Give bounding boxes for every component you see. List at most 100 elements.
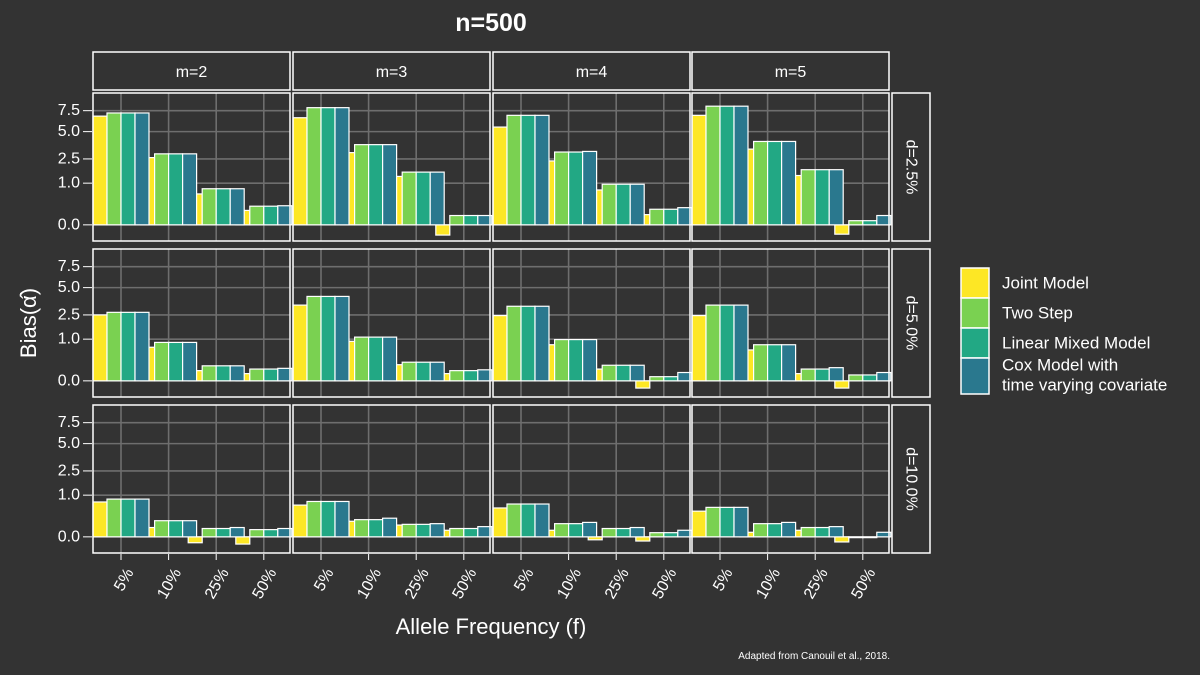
bar: [752, 140, 769, 226]
panel-border: [492, 92, 691, 242]
panel-border: [92, 404, 291, 554]
y-tick-label: 2.5: [58, 462, 80, 479]
bar: [719, 506, 735, 538]
bar: [828, 367, 844, 382]
bar: [382, 517, 398, 538]
bar: [629, 364, 645, 382]
column-strip-box: [691, 51, 890, 91]
chart-caption: Adapted from Canouil et al., 2018.: [738, 651, 890, 662]
bar: [134, 112, 150, 226]
row-strip-box: [891, 248, 931, 398]
bar: [800, 169, 816, 226]
chart-title: n=500: [455, 9, 527, 37]
bar: [705, 506, 721, 538]
bar: [828, 526, 844, 538]
bar: [752, 523, 769, 538]
bar: [492, 507, 508, 538]
bar: [649, 532, 665, 538]
bar: [435, 224, 451, 236]
bar: [800, 526, 816, 538]
bar: [492, 126, 508, 226]
bar: [277, 527, 293, 538]
bar: [182, 520, 198, 538]
bar: [601, 364, 617, 382]
bar: [306, 500, 322, 538]
bar: [463, 527, 479, 538]
bar: [534, 305, 550, 382]
bar: [215, 365, 231, 382]
panel-border: [691, 92, 890, 242]
bar: [780, 344, 797, 382]
bar: [733, 105, 749, 226]
bar: [229, 526, 245, 538]
bar: [862, 220, 878, 226]
bar: [92, 314, 108, 382]
legend-item: Joint Model: [960, 267, 1089, 299]
bar: [691, 510, 707, 538]
legend-label: Joint Model: [1002, 274, 1089, 293]
y-tick-label: 5.0: [58, 279, 80, 296]
bar: [249, 529, 265, 538]
bar: [368, 336, 384, 382]
bar: [182, 153, 198, 226]
bar: [429, 523, 445, 538]
bar: [106, 112, 122, 226]
bar: [354, 144, 370, 226]
legend-swatch: [960, 297, 990, 329]
bar: [663, 208, 679, 226]
y-tick-label: 5.0: [58, 123, 80, 140]
bar: [848, 220, 864, 226]
bar: [120, 311, 136, 382]
panel-border: [92, 248, 291, 398]
bar: [449, 214, 465, 226]
legend-item: Two Step: [960, 297, 1073, 329]
bar: [520, 114, 536, 226]
legend-label: time varying covariate: [1002, 376, 1167, 395]
bar: [368, 519, 384, 538]
panel-border: [292, 92, 491, 242]
bar: [354, 336, 370, 382]
facet-panel: [691, 248, 892, 398]
bar: [306, 107, 322, 226]
bar: [629, 526, 645, 538]
bar: [263, 368, 279, 382]
legend: Joint Model Two Step Linear Mixed Model Cox…: [960, 267, 1167, 395]
bar: [506, 114, 522, 226]
bar: [733, 506, 749, 538]
column-strip-box: [92, 51, 291, 91]
bar: [401, 361, 417, 382]
bar: [752, 344, 769, 382]
panel-border: [92, 92, 291, 242]
column-strip: m=3: [292, 51, 491, 91]
bar: [649, 208, 665, 226]
y-tick-label: 7.5: [58, 258, 80, 275]
bar: [520, 503, 536, 538]
bar: [553, 338, 570, 382]
legend-swatch: [960, 267, 990, 299]
panel-border: [691, 248, 890, 398]
facet-panel: [92, 404, 293, 554]
bar: [581, 338, 598, 382]
panel-border: [292, 404, 491, 554]
bar: [334, 295, 350, 382]
row-strip: d=2.5%: [891, 92, 931, 242]
y-tick-label: 7.5: [58, 414, 80, 431]
bar: [553, 151, 570, 226]
bar: [477, 214, 493, 226]
facet-panel: [691, 404, 892, 554]
bar: [201, 188, 217, 226]
bar: [814, 526, 830, 538]
column-strip-label: m=5: [775, 64, 807, 81]
bar: [848, 536, 864, 539]
bar: [477, 526, 493, 538]
bar: [401, 171, 417, 226]
column-strip-box: [492, 51, 691, 91]
facet-panel: [691, 92, 892, 242]
bar: [601, 527, 617, 538]
legend-label: Linear Mixed Model: [1002, 334, 1150, 353]
bar: [766, 344, 783, 382]
y-tick-label: 7.5: [58, 102, 80, 119]
y-tick-label: 1.0: [58, 487, 80, 504]
